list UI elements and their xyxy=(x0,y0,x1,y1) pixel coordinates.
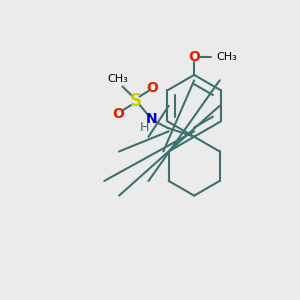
Text: O: O xyxy=(188,50,200,64)
Text: N: N xyxy=(146,112,157,126)
Text: CH₃: CH₃ xyxy=(107,74,128,84)
Text: CH₃: CH₃ xyxy=(216,52,237,62)
Text: O: O xyxy=(112,107,124,121)
Text: H: H xyxy=(140,121,149,134)
Text: S: S xyxy=(129,92,141,110)
Text: O: O xyxy=(146,81,158,94)
